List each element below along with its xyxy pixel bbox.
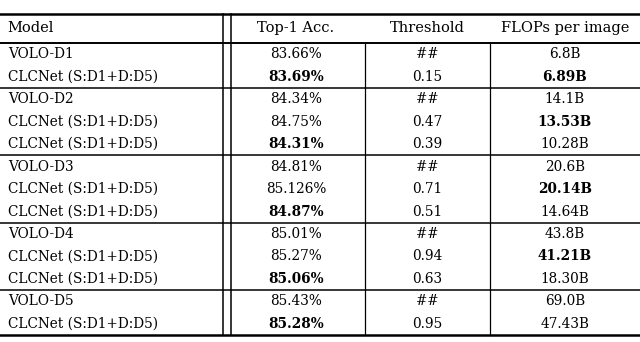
Text: 84.87%: 84.87% <box>268 205 324 219</box>
Text: 85.126%: 85.126% <box>266 182 326 196</box>
Text: 0.39: 0.39 <box>412 137 442 151</box>
Text: 84.34%: 84.34% <box>270 92 322 106</box>
Text: 0.15: 0.15 <box>412 70 442 84</box>
Text: CLCNet (S:D1+D:D5): CLCNet (S:D1+D:D5) <box>8 182 158 196</box>
Text: 0.71: 0.71 <box>412 182 442 196</box>
Text: 0.63: 0.63 <box>412 272 442 286</box>
Text: Threshold: Threshold <box>390 21 465 35</box>
Text: VOLO-D3: VOLO-D3 <box>8 160 74 173</box>
Text: 85.28%: 85.28% <box>268 317 324 331</box>
Text: 85.06%: 85.06% <box>268 272 324 286</box>
Text: 14.1B: 14.1B <box>545 92 585 106</box>
Text: CLCNet (S:D1+D:D5): CLCNet (S:D1+D:D5) <box>8 272 158 286</box>
Text: CLCNet (S:D1+D:D5): CLCNet (S:D1+D:D5) <box>8 70 158 84</box>
Text: VOLO-D4: VOLO-D4 <box>8 227 74 241</box>
Text: 13.53B: 13.53B <box>538 115 592 129</box>
Text: VOLO-D5: VOLO-D5 <box>8 294 74 308</box>
Text: FLOPs per image: FLOPs per image <box>500 21 629 35</box>
Text: 6.89B: 6.89B <box>543 70 587 84</box>
Text: ##: ## <box>416 294 438 308</box>
Text: 18.30B: 18.30B <box>540 272 589 286</box>
Text: 20.14B: 20.14B <box>538 182 592 196</box>
Text: CLCNet (S:D1+D:D5): CLCNet (S:D1+D:D5) <box>8 205 158 219</box>
Text: 14.64B: 14.64B <box>540 205 589 219</box>
Text: 0.95: 0.95 <box>412 317 442 331</box>
Text: CLCNet (S:D1+D:D5): CLCNet (S:D1+D:D5) <box>8 115 158 129</box>
Text: Top-1 Acc.: Top-1 Acc. <box>257 21 335 35</box>
Text: ##: ## <box>416 92 438 106</box>
Text: CLCNet (S:D1+D:D5): CLCNet (S:D1+D:D5) <box>8 137 158 151</box>
Text: 0.47: 0.47 <box>412 115 442 129</box>
Text: ##: ## <box>416 160 438 173</box>
Text: 84.31%: 84.31% <box>268 137 324 151</box>
Text: 0.51: 0.51 <box>412 205 442 219</box>
Text: 6.8B: 6.8B <box>549 47 580 61</box>
Text: 85.27%: 85.27% <box>270 249 322 263</box>
Text: 41.21B: 41.21B <box>538 249 592 263</box>
Text: 85.43%: 85.43% <box>270 294 322 308</box>
Text: 10.28B: 10.28B <box>540 137 589 151</box>
Text: 69.0B: 69.0B <box>545 294 585 308</box>
Text: 0.94: 0.94 <box>412 249 442 263</box>
Text: VOLO-D2: VOLO-D2 <box>8 92 74 106</box>
Text: 84.81%: 84.81% <box>270 160 322 173</box>
Text: 84.75%: 84.75% <box>270 115 322 129</box>
Text: ##: ## <box>416 227 438 241</box>
Text: 83.69%: 83.69% <box>268 70 324 84</box>
Text: 47.43B: 47.43B <box>540 317 589 331</box>
Text: 85.01%: 85.01% <box>270 227 322 241</box>
Text: VOLO-D1: VOLO-D1 <box>8 47 74 61</box>
Text: CLCNet (S:D1+D:D5): CLCNet (S:D1+D:D5) <box>8 249 158 263</box>
Text: 43.8B: 43.8B <box>545 227 585 241</box>
Text: ##: ## <box>416 47 438 61</box>
Text: 83.66%: 83.66% <box>270 47 322 61</box>
Text: 20.6B: 20.6B <box>545 160 585 173</box>
Text: CLCNet (S:D1+D:D5): CLCNet (S:D1+D:D5) <box>8 317 158 331</box>
Text: Model: Model <box>8 21 54 35</box>
